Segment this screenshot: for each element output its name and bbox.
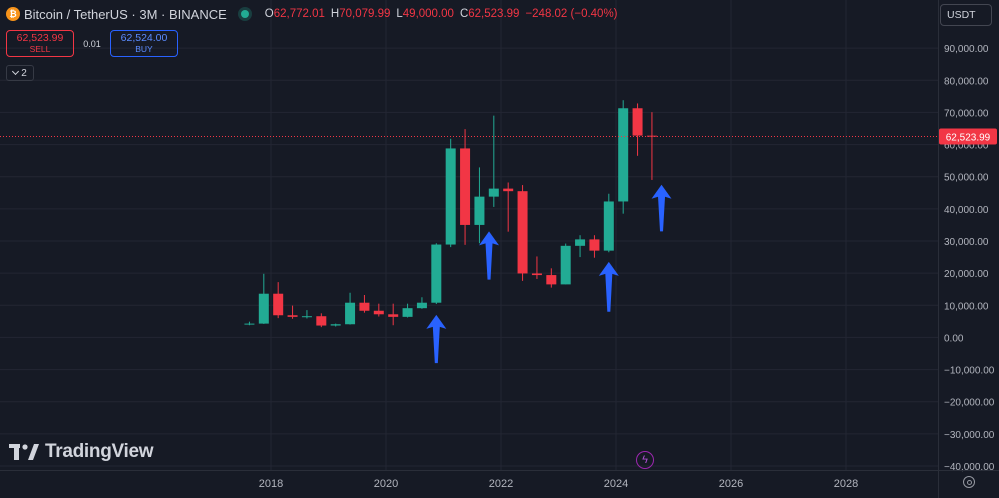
y-tick-label: −40,000.00 xyxy=(944,462,995,473)
candle-body xyxy=(287,315,298,317)
trade-panel: 62,523.99 SELL 0.01 62,524.00 BUY xyxy=(6,30,178,57)
indicators-toggle-button[interactable]: 2 xyxy=(6,65,34,81)
candle-body xyxy=(431,244,442,303)
y-tick-label: 60,000.00 xyxy=(944,141,989,152)
indicators-count: 2 xyxy=(21,67,27,79)
x-tick-label: 2028 xyxy=(834,478,858,490)
ohlc-values: O62,772.01 H70,079.99 L49,000.00 C62,523… xyxy=(265,8,618,20)
annotation-arrow-up xyxy=(598,261,619,312)
candle-body xyxy=(258,293,269,324)
candle-body xyxy=(460,148,471,225)
candle-body xyxy=(316,316,327,326)
last-price-tag xyxy=(939,128,997,145)
last-price-label: 62,523.99 xyxy=(946,132,991,143)
candle-body xyxy=(546,275,557,285)
candle-body xyxy=(416,302,427,309)
candle-body xyxy=(603,201,614,251)
candle-body xyxy=(330,324,341,326)
y-tick-label: −10,000.00 xyxy=(944,366,995,377)
y-tick-label: 80,000.00 xyxy=(944,76,989,87)
annotation-arrow-up xyxy=(651,184,672,232)
close-value: 62,523.99 xyxy=(468,8,520,20)
tradingview-icon xyxy=(9,444,39,460)
sell-label: SELL xyxy=(29,43,51,54)
low-key: L xyxy=(396,8,403,20)
close-key: C xyxy=(459,8,469,20)
x-tick-label: 2018 xyxy=(259,478,283,490)
y-tick-label: 10,000.00 xyxy=(944,301,989,312)
currency-label: USDT xyxy=(947,9,976,21)
chart-header: ₿ Bitcoin / TetherUS · 3M · BINANCE O62,… xyxy=(6,5,618,23)
tradingview-logo[interactable]: TradingView xyxy=(9,441,154,463)
x-tick-label: 2022 xyxy=(489,478,513,490)
open-value: 62,772.01 xyxy=(273,8,325,20)
candle-body xyxy=(632,108,643,136)
chevron-down-icon xyxy=(12,67,20,76)
candle-body xyxy=(402,308,413,317)
y-tick-label: 20,000.00 xyxy=(944,269,989,280)
candle-body xyxy=(503,188,514,192)
currency-selector[interactable]: USDT xyxy=(940,4,992,26)
candle-body xyxy=(388,314,399,317)
high-value: 70,079.99 xyxy=(339,8,391,20)
symbol-title[interactable]: Bitcoin / TetherUS · 3M · BINANCE xyxy=(24,6,227,22)
x-tick-label: 2020 xyxy=(374,478,398,490)
candle-body xyxy=(445,148,456,245)
annotation-arrow-up xyxy=(426,314,447,364)
buy-price: 62,524.00 xyxy=(120,31,168,44)
sell-price: 62,523.99 xyxy=(16,31,64,44)
buy-button[interactable]: 62,524.00 BUY xyxy=(110,30,178,57)
x-tick-label: 2026 xyxy=(719,478,743,490)
open-key: O xyxy=(264,8,274,20)
candle-body xyxy=(345,302,356,325)
candle-body xyxy=(531,273,542,276)
buy-label: BUY xyxy=(135,43,153,54)
spread-value: 0.01 xyxy=(83,38,101,49)
high-key: H xyxy=(330,8,340,20)
candle-body xyxy=(244,323,255,325)
y-tick-label: 50,000.00 xyxy=(944,173,989,184)
gear-icon[interactable] xyxy=(963,476,975,488)
candle-body xyxy=(589,239,600,251)
lightning-icon[interactable]: ϟ xyxy=(636,451,654,469)
candle-body xyxy=(273,293,284,316)
candle-body xyxy=(301,316,312,318)
candle-body xyxy=(575,239,586,246)
candle-body xyxy=(488,188,499,197)
candle-body xyxy=(618,108,629,202)
y-tick-label: 90,000.00 xyxy=(944,44,989,55)
candle-body xyxy=(359,302,370,311)
y-tick-label: 0.00 xyxy=(944,333,964,344)
y-tick-label: −30,000.00 xyxy=(944,430,995,441)
x-tick-label: 2024 xyxy=(604,478,628,490)
candle-body xyxy=(373,310,384,315)
market-status-icon xyxy=(240,10,249,18)
y-tick-label: 30,000.00 xyxy=(944,237,989,248)
candle-body xyxy=(560,245,571,285)
candle-body xyxy=(474,196,485,225)
low-value: 49,000.00 xyxy=(402,8,454,20)
change-value: −248.02 (−0.40%) xyxy=(525,8,618,20)
y-tick-label: 70,000.00 xyxy=(944,108,989,119)
annotation-arrow-up xyxy=(479,231,500,280)
candle-body xyxy=(517,191,528,274)
sell-button[interactable]: 62,523.99 SELL xyxy=(6,30,74,57)
y-tick-label: −20,000.00 xyxy=(944,398,995,409)
tradingview-wordmark: TradingView xyxy=(45,441,154,462)
y-tick-label: 40,000.00 xyxy=(944,205,989,216)
bitcoin-icon: ₿ xyxy=(6,7,20,21)
